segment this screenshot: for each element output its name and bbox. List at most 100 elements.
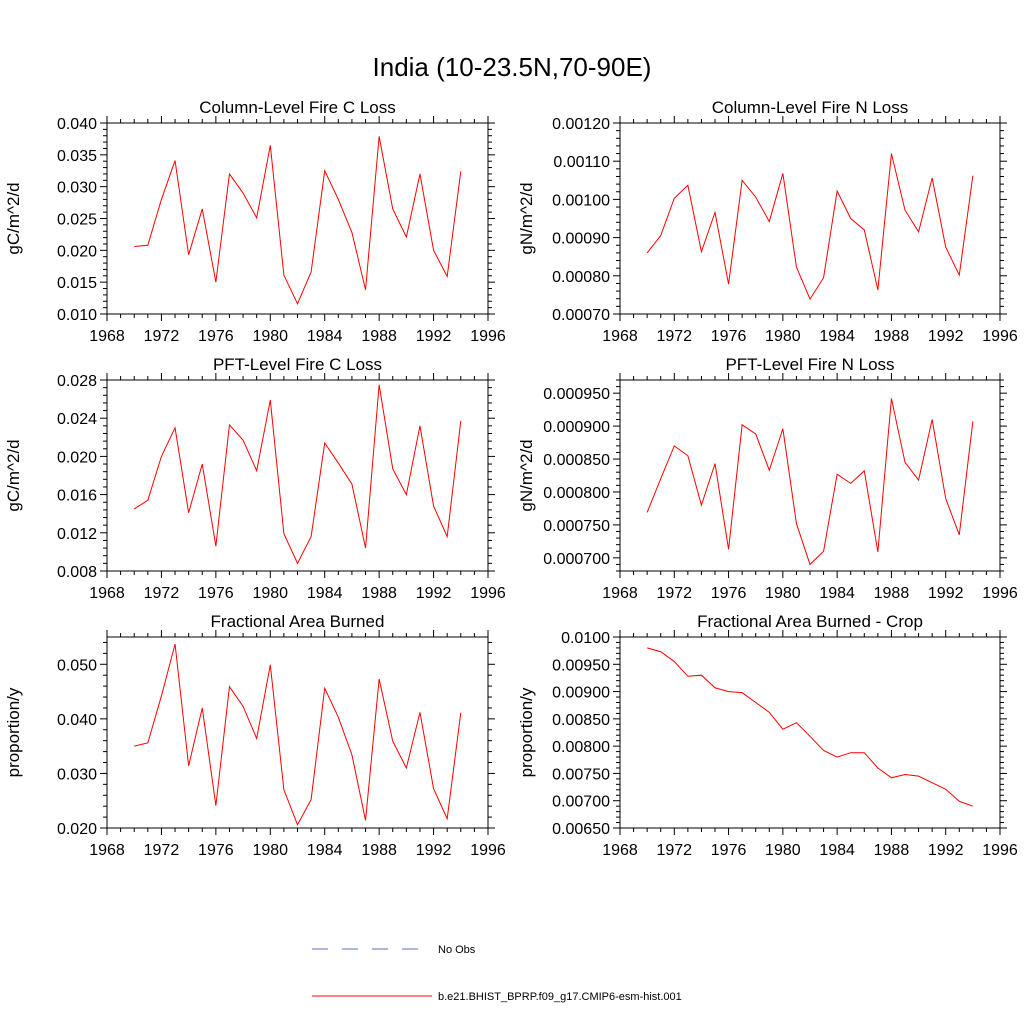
x-tick-label: 1988 xyxy=(361,328,397,345)
y-tick-label: 0.016 xyxy=(57,488,97,505)
y-axis-label: gN/m^2/d xyxy=(517,439,536,511)
panels: Column-Level Fire C Loss gC/m^2/d 1968 1972… xyxy=(4,98,1018,859)
x-tick-label: 1968 xyxy=(602,585,638,602)
x-tick-label: 1996 xyxy=(982,585,1018,602)
y-tick-label: 0.030 xyxy=(57,766,97,783)
x-tick-label: 1980 xyxy=(765,328,801,345)
plot-frame xyxy=(106,122,489,315)
y-tick-label: 0.030 xyxy=(57,180,97,197)
y-tick-label: 0.020 xyxy=(57,449,97,466)
y-axis-label: proportion/y xyxy=(517,687,536,777)
panel-1: Column-Level Fire C Loss gC/m^2/d 1968 1972… xyxy=(4,98,506,345)
y-tick-label: 0.020 xyxy=(57,821,97,838)
x-tick-label: 1996 xyxy=(982,328,1018,345)
y-tick-label: 0.00800 xyxy=(552,739,610,756)
series-line xyxy=(133,384,462,565)
series-line xyxy=(134,136,462,306)
y-tick-label: 0.00070 xyxy=(552,307,610,324)
y-tick-label: 0.028 xyxy=(57,373,97,390)
panel-2: Column-Level Fire N Loss gN/m^2/d 1968 1972… xyxy=(517,98,1018,345)
x-tick-label: 1968 xyxy=(602,328,638,345)
series-line xyxy=(647,647,974,807)
x-tick-label: 1980 xyxy=(252,328,288,345)
x-tick-label: 1984 xyxy=(819,585,855,602)
y-axis-label: gC/m^2/d xyxy=(4,182,23,254)
panel-3: PFT-Level Fire C Loss gC/m^2/d 1968 1972 197… xyxy=(4,355,506,602)
series-line xyxy=(646,153,974,301)
x-tick-label: 1968 xyxy=(89,585,125,602)
x-tick-label: 1972 xyxy=(656,842,692,859)
legend-label-model: b.e21.BHIST_BPRP.f09_g17.CMIP6-esm-hist.… xyxy=(438,991,682,1003)
x-tick-label: 1972 xyxy=(656,328,692,345)
y-tick-label: 0.020 xyxy=(57,243,97,260)
y-tick-label: 0.008 xyxy=(57,564,97,581)
y-tick-label: 0.00900 xyxy=(552,685,610,702)
y-tick-label: 0.000800 xyxy=(543,485,610,502)
x-tick-label: 1992 xyxy=(928,842,964,859)
x-tick-label: 1980 xyxy=(765,585,801,602)
panel-5: Fractional Area Burned proportion/y 1968 19… xyxy=(4,612,506,859)
x-tick-label: 1996 xyxy=(982,842,1018,859)
x-tick-label: 1996 xyxy=(470,585,506,602)
x-tick-label: 1988 xyxy=(361,842,397,859)
x-tick-label: 1976 xyxy=(198,328,234,345)
x-tick-label: 1988 xyxy=(874,328,910,345)
y-tick-label: 0.00950 xyxy=(552,657,610,674)
x-tick-label: 1976 xyxy=(711,842,747,859)
panel-title: Column-Level Fire C Loss xyxy=(199,98,396,117)
y-tick-label: 0.00110 xyxy=(553,154,610,171)
y-tick-label: 0.035 xyxy=(57,148,97,165)
y-tick-label: 0.00080 xyxy=(552,269,610,286)
x-tick-label: 1968 xyxy=(89,328,125,345)
x-tick-label: 1988 xyxy=(361,585,397,602)
x-tick-label: 1976 xyxy=(711,328,747,345)
y-tick-label: 0.000900 xyxy=(543,419,610,436)
x-tick-label: 1984 xyxy=(819,328,855,345)
x-tick-label: 1968 xyxy=(89,842,125,859)
y-tick-label: 0.00120 xyxy=(552,116,610,133)
x-tick-label: 1968 xyxy=(602,842,638,859)
x-tick-label: 1992 xyxy=(416,842,452,859)
x-tick-label: 1976 xyxy=(711,585,747,602)
x-tick-label: 1996 xyxy=(470,842,506,859)
y-tick-label: 0.000750 xyxy=(543,518,610,535)
panel-title: Fractional Area Burned - Crop xyxy=(697,612,923,631)
y-tick-label: 0.00100 xyxy=(552,192,610,209)
x-tick-label: 1988 xyxy=(874,585,910,602)
x-tick-label: 1996 xyxy=(470,328,506,345)
y-tick-label: 0.00700 xyxy=(552,794,610,811)
x-tick-label: 1988 xyxy=(874,842,910,859)
x-tick-label: 1980 xyxy=(252,842,288,859)
x-tick-label: 1992 xyxy=(416,585,452,602)
y-axis-label: proportion/y xyxy=(4,687,23,777)
series-line xyxy=(646,398,974,566)
panel-title: PFT-Level Fire N Loss xyxy=(725,355,894,374)
y-tick-label: 0.000950 xyxy=(543,386,610,403)
figure-title: India (10-23.5N,70-90E) xyxy=(373,52,652,82)
x-tick-label: 1972 xyxy=(656,585,692,602)
x-tick-label: 1976 xyxy=(198,585,234,602)
panel-title: PFT-Level Fire C Loss xyxy=(213,355,382,374)
panel-title: Fractional Area Burned xyxy=(211,612,385,631)
panel-title: Column-Level Fire N Loss xyxy=(712,98,909,117)
y-tick-label: 0.0100 xyxy=(561,630,610,647)
y-tick-label: 0.015 xyxy=(57,275,97,292)
x-tick-label: 1976 xyxy=(198,842,234,859)
panel-4: PFT-Level Fire N Loss gN/m^2/d 1968 1972 197… xyxy=(517,355,1018,602)
y-tick-label: 0.050 xyxy=(57,657,97,674)
y-axis-label: gC/m^2/d xyxy=(4,439,23,511)
y-axis-label: gN/m^2/d xyxy=(517,182,536,254)
x-tick-label: 1972 xyxy=(144,585,180,602)
y-tick-label: 0.040 xyxy=(57,712,97,729)
series-line xyxy=(134,643,462,826)
x-tick-label: 1972 xyxy=(144,328,180,345)
x-tick-label: 1984 xyxy=(307,585,343,602)
y-tick-label: 0.00650 xyxy=(552,821,610,838)
legend-label-no-obs: No Obs xyxy=(438,944,476,956)
plot-frame xyxy=(619,379,1001,572)
y-tick-label: 0.00750 xyxy=(552,766,610,783)
x-tick-label: 1992 xyxy=(416,328,452,345)
y-tick-label: 0.024 xyxy=(57,411,97,428)
plot-frame xyxy=(619,636,1001,829)
